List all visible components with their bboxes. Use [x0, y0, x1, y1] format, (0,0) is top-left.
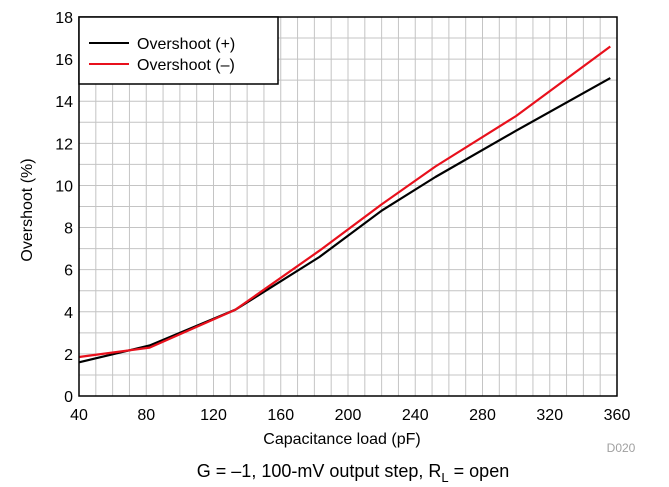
legend: Overshoot (+) Overshoot (–) — [78, 16, 279, 85]
x-tick-label: 80 — [137, 407, 155, 424]
x-tick-label: 320 — [536, 407, 563, 424]
y-tick-label: 10 — [55, 178, 73, 195]
y-tick-label: 0 — [64, 389, 73, 406]
x-tick-label: 200 — [335, 407, 362, 424]
figure-id: D020 — [607, 441, 636, 455]
x-tick-label: 280 — [469, 407, 496, 424]
x-tick-label: 160 — [267, 407, 294, 424]
series-line-overshoot-minus — [78, 45, 611, 359]
plot-frame — [78, 16, 618, 397]
y-axis-title: Overshoot (%) — [19, 158, 36, 261]
x-tick-label: 240 — [402, 407, 429, 424]
y-tick-label: 12 — [55, 136, 73, 153]
y-tick-label: 2 — [64, 347, 73, 364]
legend-label-overshoot-minus: Overshoot (–) — [137, 57, 235, 74]
y-tick-label: 18 — [55, 10, 73, 27]
legend-box — [78, 16, 279, 85]
x-axis-title: Capacitance load (pF) — [263, 431, 420, 448]
legend-label-overshoot-plus: Overshoot (+) — [137, 36, 235, 53]
x-tick-label: 120 — [200, 407, 227, 424]
tick-labels: 40 80 120 160 200 240 280 320 360 0 2 4 6 8 10 12 14 16 18 — [55, 10, 630, 424]
caption-suffix: = open — [449, 461, 510, 481]
x-tick-label: 360 — [604, 407, 631, 424]
caption: G = –1, 100-mV output step, RL = open — [197, 461, 509, 485]
y-tick-label: 14 — [55, 94, 73, 111]
y-tick-label: 6 — [64, 263, 73, 280]
series-lines — [78, 45, 611, 364]
y-tick-label: 8 — [64, 221, 73, 238]
caption-subscript: L — [441, 470, 448, 485]
series-line-overshoot-plus — [78, 77, 611, 364]
y-tick-label: 4 — [64, 305, 73, 322]
x-tick-label: 40 — [70, 407, 88, 424]
caption-prefix: G = –1, 100-mV output step, R — [197, 461, 442, 481]
y-tick-label: 16 — [55, 52, 73, 69]
